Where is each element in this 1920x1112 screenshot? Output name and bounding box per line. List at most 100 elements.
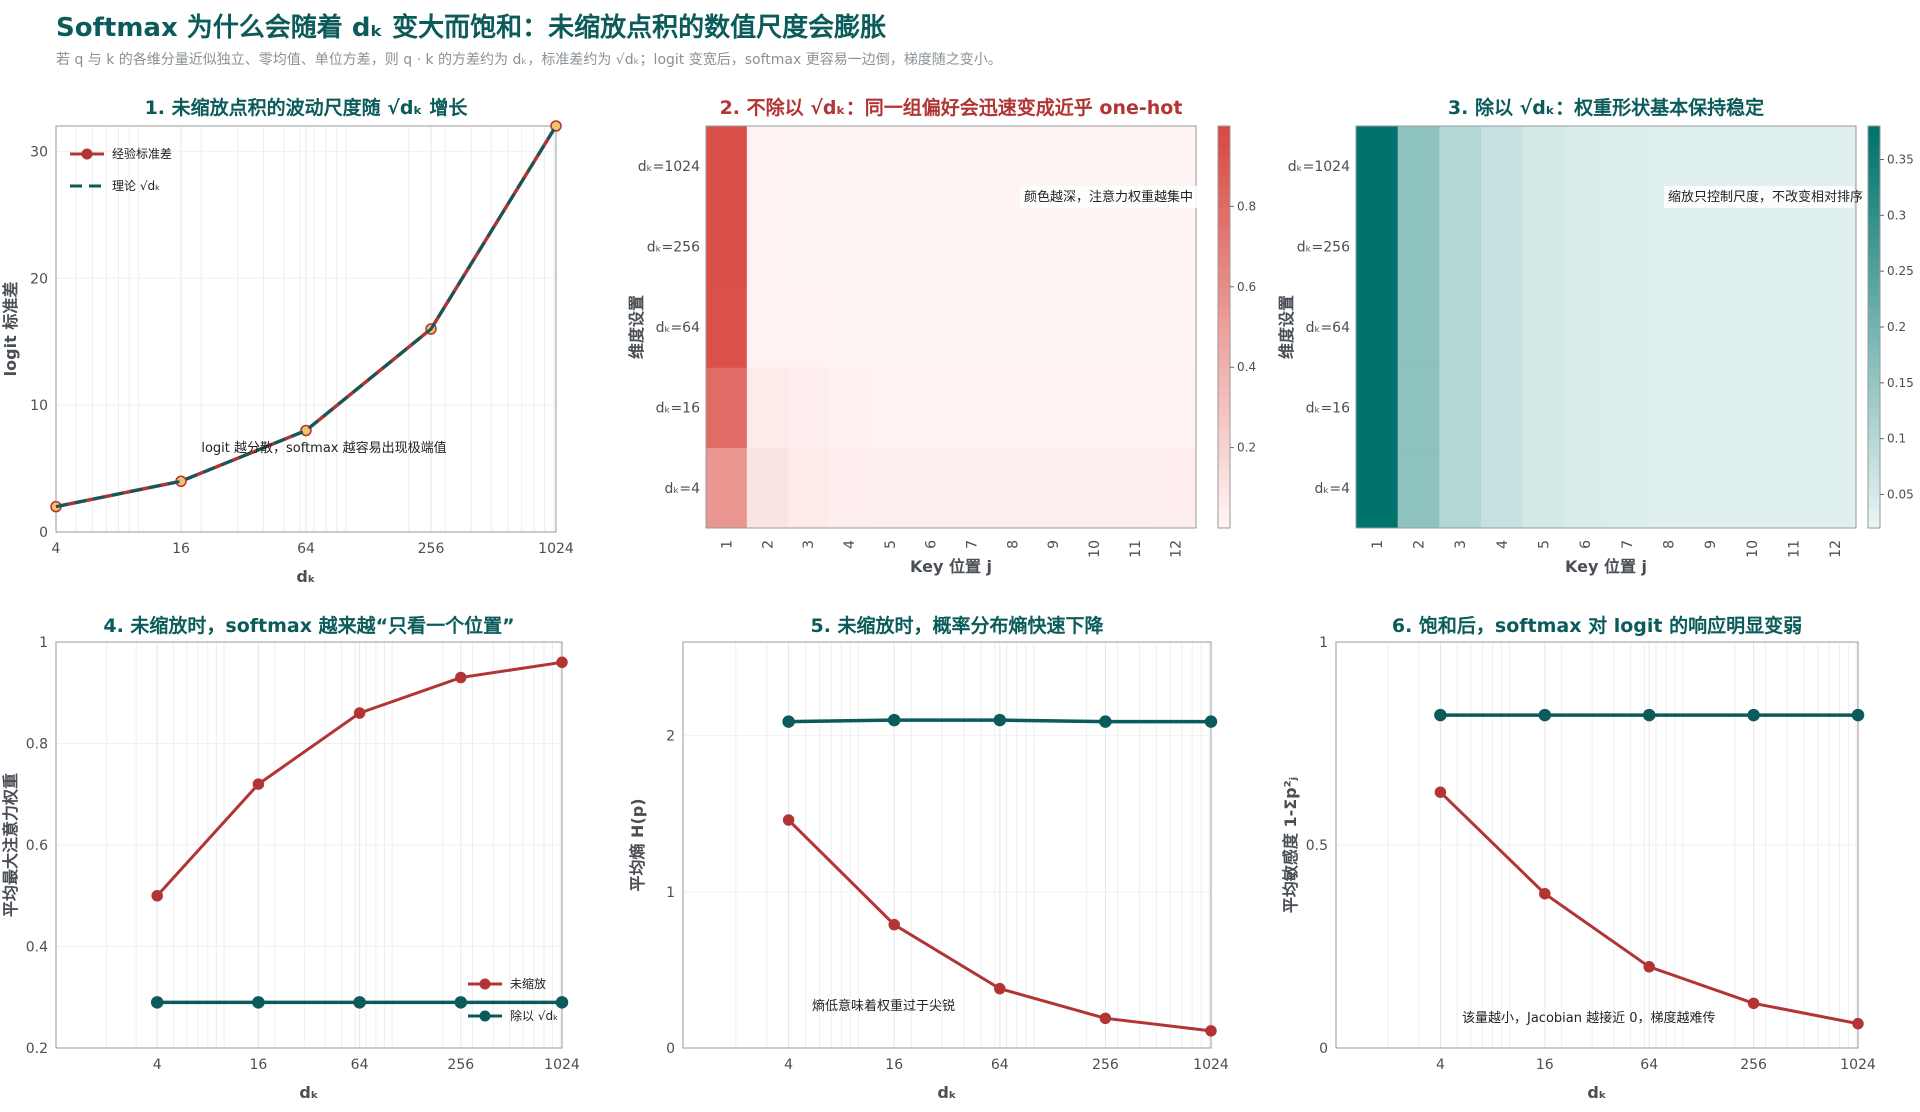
colorbar-segment (1218, 517, 1230, 529)
x-tick-label: 64 (351, 1057, 369, 1073)
x-axis-label: dₖ (296, 567, 315, 586)
colorbar-segment (1218, 477, 1230, 489)
colorbar-segment (1218, 256, 1230, 268)
heatmap-cell (1481, 447, 1524, 529)
colorbar-segment (1218, 377, 1230, 388)
colorbar-segment (1218, 447, 1230, 459)
y-axis-label: 平均熵 H(p) (628, 798, 647, 891)
x-tick-label: 8 (1662, 540, 1678, 549)
heatmap-cell (706, 447, 748, 529)
colorbar-segment (1218, 136, 1230, 147)
data-point (151, 890, 163, 902)
colorbar-segment (1218, 226, 1230, 238)
x-tick-label: 7 (1620, 540, 1636, 549)
y-tick-label: 30 (30, 144, 48, 160)
heatmap-cell (1439, 447, 1482, 529)
y-tick-label: 2 (666, 729, 675, 745)
x-tick-label: 5 (1537, 540, 1553, 549)
colorbar-segment (1868, 286, 1880, 298)
heatmap-cell (828, 286, 870, 368)
heatmap-cell (1356, 367, 1399, 449)
colorbar-segment (1868, 136, 1880, 147)
heatmap-cell (828, 447, 870, 529)
colorbar-segment (1218, 417, 1230, 429)
data-point (1434, 786, 1447, 798)
x-tick-label: 4 (842, 540, 858, 549)
heatmap-cell (1439, 126, 1482, 207)
heatmap-cell (1647, 367, 1690, 449)
annotation-box (1664, 186, 1854, 208)
colorbar-segment (1218, 457, 1230, 469)
colorbar-tick-label: 0.15 (1887, 376, 1914, 390)
heatmap-cell (1481, 206, 1524, 288)
heatmap-cell (869, 367, 911, 449)
heatmap-cell (1606, 126, 1649, 207)
heatmap-cell (1564, 206, 1607, 288)
colorbar-segment (1868, 156, 1880, 167)
x-axis-label: Key 位置 j (910, 557, 992, 576)
y-tick-label: dₖ=16 (656, 400, 700, 416)
x-tick-label: 12 (1169, 540, 1185, 558)
x-axis-label: dₖ (299, 1083, 318, 1102)
legend-marker (479, 1010, 491, 1022)
colorbar-segment (1868, 186, 1880, 197)
x-tick-label: 1024 (1193, 1057, 1229, 1073)
heatmap-cell (951, 286, 993, 368)
panel-title: 2. 不除以 √dₖ：同一组偏好会迅速变成近乎 one-hot (720, 96, 1183, 119)
annotation: 熵低意味着权重过于尖锐 (812, 998, 955, 1014)
colorbar-segment (1868, 427, 1880, 439)
heatmap-cell (1689, 206, 1732, 288)
x-tick-label: 12 (1828, 540, 1844, 558)
data-point (1434, 708, 1447, 722)
colorbar-segment (1868, 467, 1880, 479)
colorbar-segment (1868, 226, 1880, 238)
annotation: 颜色越深，注意力权重越集中 (1024, 189, 1193, 205)
colorbar-tick-label: 0.8 (1237, 199, 1256, 213)
colorbar-segment (1868, 266, 1880, 278)
y-tick-label: 0 (666, 1041, 675, 1057)
colorbar-segment (1868, 327, 1880, 338)
data-point (994, 982, 1006, 995)
colorbar-segment (1868, 407, 1880, 419)
colorbar-segment (1218, 266, 1230, 278)
colorbar-tick-label: 0.2 (1237, 441, 1256, 455)
heatmap-cell (1481, 126, 1524, 207)
data-point (1852, 1017, 1864, 1030)
annotation: logit 越分散，softmax 越容易出现极端值 (201, 440, 446, 456)
legend-marker (81, 148, 93, 160)
heatmap-cell (1731, 367, 1774, 449)
x-tick-label: 1 (1370, 540, 1386, 549)
heatmap-cell (1606, 447, 1649, 529)
data-point (1747, 708, 1760, 722)
heatmap-cell (1564, 286, 1607, 368)
data-point (455, 671, 467, 684)
x-tick-label: 3 (801, 540, 817, 549)
x-tick-label: 1024 (1840, 1057, 1876, 1073)
annotation-box (1020, 186, 1210, 208)
heatmap-cell (1114, 367, 1156, 449)
heatmap-cell (746, 126, 789, 207)
colorbar-segment (1218, 216, 1230, 228)
colorbar-segment (1868, 306, 1880, 318)
x-tick-label: 256 (1092, 1057, 1119, 1073)
heatmap-cell (991, 367, 1034, 449)
data-point (1205, 1025, 1217, 1037)
colorbar-segment (1218, 306, 1230, 318)
heatmap-cell (1522, 206, 1565, 288)
data-point (454, 996, 468, 1009)
x-tick-label: 10 (1087, 540, 1103, 558)
y-tick-label: 0 (1319, 1041, 1328, 1057)
colorbar-segment (1218, 507, 1230, 519)
colorbar-segment (1218, 206, 1230, 218)
colorbar-segment (1218, 437, 1230, 449)
x-tick-label: 16 (249, 1057, 267, 1073)
data-point (353, 996, 366, 1009)
heatmap-cell (1439, 367, 1482, 449)
x-tick-label: 64 (991, 1057, 1009, 1073)
heatmap-cell (1155, 286, 1197, 368)
panel-title: 1. 未缩放点积的波动尺度随 √dₖ 增长 (145, 96, 469, 119)
colorbar-segment (1868, 457, 1880, 469)
colorbar-segment (1868, 367, 1880, 378)
colorbar-segment (1218, 397, 1230, 408)
